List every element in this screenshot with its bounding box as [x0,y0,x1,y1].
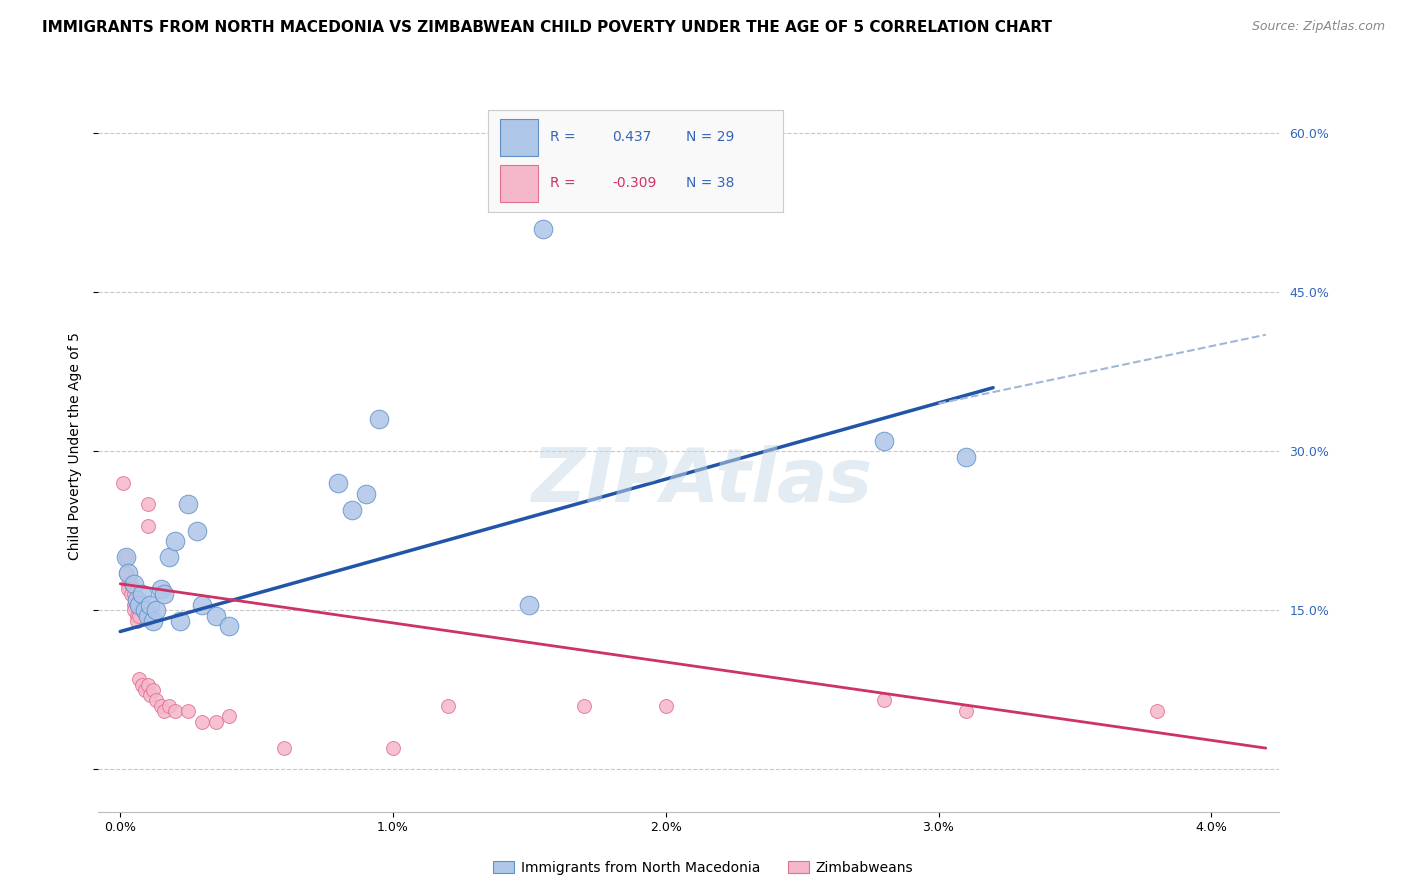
Text: IMMIGRANTS FROM NORTH MACEDONIA VS ZIMBABWEAN CHILD POVERTY UNDER THE AGE OF 5 C: IMMIGRANTS FROM NORTH MACEDONIA VS ZIMBA… [42,20,1052,35]
Point [122,587,145,601]
Point [273,741,295,756]
Point [111,476,134,491]
Point [114,566,136,581]
Point [114,550,136,565]
Point [204,714,226,729]
Point [136,677,159,691]
Point [136,608,159,623]
Point [572,698,595,713]
Point [131,587,153,601]
Point [955,704,977,718]
Text: ZIPAtlas: ZIPAtlas [533,445,873,518]
Point [368,412,391,426]
Point [122,598,145,612]
Text: Source: ZipAtlas.com: Source: ZipAtlas.com [1251,20,1385,33]
Point [1146,704,1168,718]
Point [382,741,405,756]
Point [150,698,173,713]
Point [655,698,678,713]
Point [136,497,159,511]
Point [191,714,214,729]
Point [328,476,350,491]
Point [142,682,165,697]
Point [519,598,541,612]
Point [120,587,142,601]
Point [145,603,167,617]
Point [114,550,136,565]
Point [873,434,896,448]
Point [157,698,180,713]
Point [122,603,145,617]
Point [117,576,139,591]
Point [139,688,162,702]
Point [436,698,458,713]
Point [145,693,167,707]
Point [125,592,148,607]
Point [150,582,173,596]
Point [177,497,200,511]
Point [128,598,150,612]
Point [131,677,153,691]
Point [218,709,240,723]
Point [134,682,156,697]
Point [169,614,191,628]
Legend: Immigrants from North Macedonia, Zimbabweans: Immigrants from North Macedonia, Zimbabw… [488,855,918,880]
Point [128,672,150,686]
Point [204,608,226,623]
Point [354,486,377,500]
Point [153,587,176,601]
Point [128,608,150,623]
Point [136,518,159,533]
Point [218,619,240,633]
Point [139,598,162,612]
Point [117,582,139,596]
Point [186,524,208,538]
Point [873,693,896,707]
Point [125,614,148,628]
Point [134,603,156,617]
Point [153,704,176,718]
Point [142,614,165,628]
Y-axis label: Child Poverty Under the Age of 5: Child Poverty Under the Age of 5 [67,332,82,560]
Point [125,608,148,623]
Point [340,502,363,516]
Point [531,221,554,235]
Point [955,450,977,464]
Point [117,566,139,581]
Point [157,550,180,565]
Point [122,576,145,591]
Point [163,534,186,549]
Point [177,704,200,718]
Point [120,576,142,591]
Point [163,704,186,718]
Point [191,598,214,612]
